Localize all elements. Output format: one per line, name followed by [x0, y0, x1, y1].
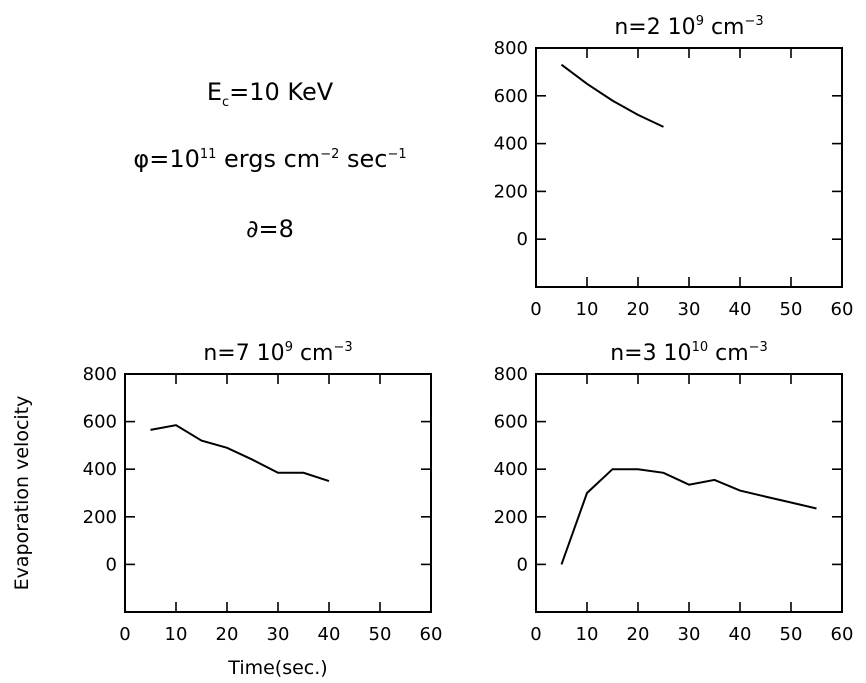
- energy-flux-label: φ=1011 ergs cm−2 sec−1: [100, 147, 440, 171]
- energy-value: =10 KeV: [229, 78, 334, 106]
- x-tick-label: 40: [318, 624, 341, 645]
- y-tick-label: 600: [494, 86, 528, 107]
- plot-frame: [535, 47, 843, 288]
- x-tick-label: 50: [780, 299, 803, 320]
- energy-symbol: E: [206, 78, 222, 106]
- y-tick-label: 400: [83, 459, 117, 480]
- title-text: n=7 10: [203, 341, 284, 366]
- flux-cm-exponent: −2: [320, 147, 340, 162]
- energy-cutoff-label: Ec=10 KeV: [100, 80, 440, 109]
- title-text: n=3 10: [610, 341, 691, 366]
- data-line: [150, 424, 330, 483]
- title-unit-exponent: −3: [334, 340, 353, 355]
- title-unit: cm: [704, 15, 745, 40]
- delta-value: =8: [258, 215, 294, 243]
- flux-unit-cm: ergs cm: [216, 145, 321, 173]
- spectral-index-label: ∂=8: [100, 217, 440, 241]
- x-tick-label: 30: [267, 624, 290, 645]
- title-exponent: 9: [696, 14, 704, 29]
- flux-unit-sec: sec: [339, 145, 388, 173]
- data-line: [560, 63, 664, 128]
- y-tick-label: 600: [494, 412, 528, 433]
- x-tick-label: 30: [678, 624, 701, 645]
- x-axis-label: Time(sec.): [227, 657, 327, 679]
- plot-frame: [124, 373, 432, 613]
- data-line: [560, 468, 817, 565]
- x-tick-label: 50: [780, 624, 803, 645]
- x-tick-label: 20: [216, 624, 239, 645]
- x-tick-label: 30: [678, 299, 701, 320]
- flux-sec-exponent: −1: [387, 147, 407, 162]
- panel-title: n=3 1010 cm−3: [610, 340, 768, 366]
- title-unit-exponent: −3: [749, 340, 768, 355]
- x-tick-label: 20: [627, 299, 650, 320]
- x-tick-label: 40: [729, 299, 752, 320]
- y-tick-label: 0: [106, 554, 117, 575]
- x-tick-label: 40: [729, 624, 752, 645]
- y-tick-label: 400: [494, 459, 528, 480]
- energy-subscript: c: [222, 94, 230, 110]
- x-tick-label: 50: [369, 624, 392, 645]
- flux-value: =10: [149, 145, 200, 173]
- y-tick-label: 0: [517, 229, 528, 250]
- y-tick-label: 0: [517, 554, 528, 575]
- title-exponent: 9: [285, 340, 293, 355]
- x-tick-label: 60: [831, 299, 854, 320]
- title-exponent: 10: [692, 340, 709, 355]
- x-tick-label: 10: [576, 299, 599, 320]
- x-tick-label: 60: [831, 624, 854, 645]
- x-tick-label: 20: [627, 624, 650, 645]
- delta-symbol: ∂: [246, 215, 259, 243]
- y-tick-label: 800: [494, 38, 528, 59]
- title-unit: cm: [293, 341, 334, 366]
- title-unit: cm: [708, 341, 749, 366]
- flux-exponent: 11: [199, 147, 217, 162]
- y-tick-label: 200: [83, 507, 117, 528]
- y-tick-label: 800: [494, 364, 528, 385]
- y-tick-label: 400: [494, 134, 528, 155]
- y-tick-label: 200: [494, 507, 528, 528]
- y-tick-label: 800: [83, 364, 117, 385]
- plot-frame: [535, 373, 843, 613]
- x-tick-label: 10: [165, 624, 188, 645]
- x-tick-label: 0: [530, 299, 541, 320]
- x-tick-label: 0: [119, 624, 130, 645]
- title-unit-exponent: −3: [745, 14, 764, 29]
- flux-symbol: φ: [133, 145, 150, 173]
- x-tick-label: 60: [420, 624, 443, 645]
- y-tick-label: 200: [494, 181, 528, 202]
- x-tick-label: 0: [530, 624, 541, 645]
- x-tick-label: 10: [576, 624, 599, 645]
- y-tick-label: 600: [83, 412, 117, 433]
- panel-title: n=2 109 cm−3: [614, 14, 763, 40]
- y-axis-label: Evaporation velocity: [11, 396, 33, 591]
- panel-title: n=7 109 cm−3: [203, 340, 352, 366]
- title-text: n=2 10: [614, 15, 695, 40]
